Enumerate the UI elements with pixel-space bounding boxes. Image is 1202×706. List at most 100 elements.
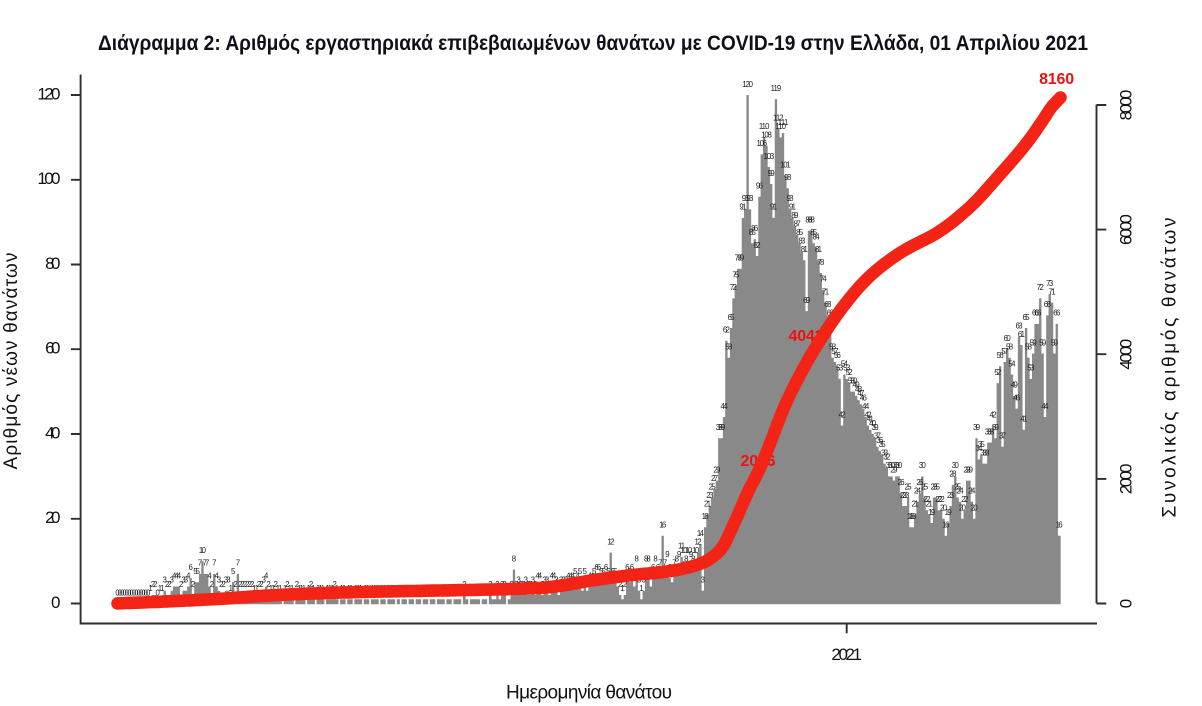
svg-text:2: 2 (233, 580, 237, 589)
svg-text:12: 12 (607, 537, 614, 546)
svg-text:3: 3 (226, 576, 230, 585)
svg-text:82: 82 (754, 241, 761, 250)
svg-text:93: 93 (787, 194, 794, 203)
svg-text:93: 93 (746, 194, 753, 203)
svg-text:5: 5 (583, 567, 588, 576)
svg-text:20: 20 (940, 504, 948, 513)
svg-text:2: 2 (153, 580, 157, 589)
svg-text:4: 4 (172, 571, 177, 580)
svg-text:60: 60 (1004, 334, 1012, 343)
svg-text:4: 4 (264, 571, 269, 580)
svg-text:62: 62 (723, 326, 730, 335)
svg-text:8: 8 (691, 554, 695, 563)
svg-text:2: 2 (191, 580, 195, 589)
svg-text:0: 0 (118, 588, 123, 597)
svg-text:2: 2 (179, 580, 183, 589)
svg-text:29: 29 (966, 465, 973, 474)
svg-text:33: 33 (881, 448, 888, 457)
svg-text:7: 7 (205, 559, 209, 568)
svg-text:46: 46 (1013, 393, 1020, 402)
svg-text:9: 9 (665, 550, 669, 559)
svg-text:89: 89 (791, 211, 798, 220)
svg-text:22: 22 (923, 495, 930, 504)
svg-text:1: 1 (278, 584, 282, 593)
svg-text:74: 74 (820, 275, 828, 284)
svg-text:38: 38 (985, 427, 992, 436)
svg-text:65: 65 (728, 313, 736, 322)
svg-text:0: 0 (127, 588, 132, 597)
svg-text:30: 30 (952, 461, 960, 470)
svg-text:91: 91 (789, 203, 796, 212)
svg-text:3: 3 (262, 576, 266, 585)
svg-text:60: 60 (45, 339, 60, 358)
svg-text:5: 5 (578, 567, 583, 576)
svg-text:59: 59 (1039, 338, 1046, 347)
svg-text:2: 2 (618, 580, 622, 589)
svg-text:26: 26 (897, 478, 904, 487)
svg-text:4: 4 (207, 571, 212, 580)
svg-text:20: 20 (959, 504, 967, 513)
svg-text:6: 6 (604, 563, 608, 572)
svg-text:66: 66 (1053, 309, 1060, 318)
svg-text:Αριθμός νέων θανάτων: Αριθμός νέων θανάτων (1, 253, 22, 470)
svg-text:39: 39 (716, 423, 723, 432)
svg-text:5: 5 (193, 567, 198, 576)
svg-text:7: 7 (658, 559, 662, 568)
svg-text:4000: 4000 (1117, 339, 1136, 370)
svg-text:2: 2 (219, 580, 223, 589)
svg-text:1: 1 (269, 584, 273, 593)
svg-text:Ημερομηνία θανάτου: Ημερομηνία θανάτου (506, 683, 672, 704)
svg-text:35: 35 (879, 440, 887, 449)
svg-text:53: 53 (836, 364, 843, 373)
svg-text:8: 8 (646, 554, 650, 563)
svg-text:16: 16 (942, 521, 949, 530)
svg-text:3: 3 (701, 576, 705, 585)
svg-text:23: 23 (706, 491, 713, 500)
svg-text:9: 9 (677, 550, 681, 559)
svg-text:6: 6 (625, 563, 629, 572)
svg-text:4: 4 (571, 571, 576, 580)
svg-text:119: 119 (771, 84, 782, 93)
svg-text:79: 79 (737, 254, 744, 263)
svg-text:25: 25 (954, 482, 962, 491)
svg-text:20: 20 (971, 504, 979, 513)
svg-text:0: 0 (132, 588, 137, 597)
svg-text:9: 9 (689, 550, 693, 559)
svg-text:14: 14 (697, 529, 705, 538)
svg-text:85: 85 (796, 228, 804, 237)
svg-text:21: 21 (926, 499, 933, 508)
svg-text:18: 18 (909, 512, 916, 521)
svg-text:28: 28 (949, 470, 956, 479)
svg-text:4: 4 (552, 571, 557, 580)
svg-text:2: 2 (332, 580, 336, 589)
svg-text:2: 2 (295, 580, 299, 589)
svg-text:2: 2 (165, 580, 169, 589)
svg-text:10: 10 (685, 546, 693, 555)
svg-text:83: 83 (798, 237, 805, 246)
svg-text:1: 1 (252, 584, 256, 593)
svg-text:29: 29 (964, 465, 971, 474)
svg-text:1: 1 (620, 584, 624, 593)
svg-text:52: 52 (846, 368, 853, 377)
svg-text:23: 23 (947, 491, 954, 500)
svg-text:0: 0 (51, 593, 60, 612)
svg-text:10: 10 (199, 546, 207, 555)
svg-text:66: 66 (1032, 309, 1039, 318)
svg-text:1: 1 (160, 584, 164, 593)
svg-text:4: 4 (538, 571, 543, 580)
svg-text:29: 29 (713, 465, 720, 474)
svg-text:37: 37 (999, 432, 1006, 441)
svg-text:39: 39 (872, 423, 879, 432)
svg-text:2: 2 (210, 580, 214, 589)
svg-text:120: 120 (37, 84, 60, 103)
svg-text:2: 2 (245, 580, 249, 589)
svg-text:0: 0 (120, 588, 125, 597)
svg-text:8: 8 (653, 554, 657, 563)
svg-text:6000: 6000 (1117, 214, 1136, 245)
svg-text:0: 0 (155, 588, 160, 597)
svg-text:33: 33 (982, 448, 989, 457)
svg-text:50: 50 (850, 376, 858, 385)
svg-text:1: 1 (148, 584, 152, 593)
svg-text:18: 18 (702, 512, 709, 521)
svg-text:53: 53 (843, 364, 850, 373)
